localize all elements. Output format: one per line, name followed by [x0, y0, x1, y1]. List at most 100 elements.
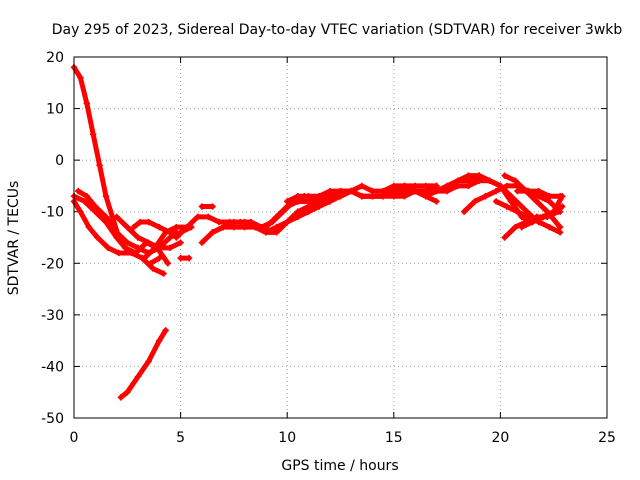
data-point [83, 193, 90, 200]
data-point [401, 182, 408, 190]
data-point [194, 213, 201, 221]
data-point [177, 254, 184, 262]
data-point [102, 213, 110, 221]
data-point [173, 223, 180, 231]
series-trace [71, 64, 122, 240]
data-point [96, 162, 103, 169]
data-point [177, 239, 184, 246]
data-point [162, 327, 169, 334]
data-point [162, 229, 169, 236]
data-point [294, 193, 302, 200]
data-point [134, 373, 142, 380]
series-trace [210, 198, 333, 235]
data-point [358, 182, 366, 190]
data-point [75, 187, 82, 195]
data-point [209, 229, 216, 236]
data-point [529, 218, 536, 226]
data-point [113, 229, 120, 236]
x-tick-label: 5 [176, 430, 185, 446]
y-axis-label: SDTVAR / TECUs [6, 181, 22, 296]
data-point [117, 394, 125, 401]
data-point [326, 187, 334, 195]
series-arc-26 [518, 193, 566, 231]
data-point [145, 239, 152, 246]
data-point [369, 193, 376, 200]
data-point [230, 218, 238, 226]
data-point [501, 172, 508, 179]
data-point [145, 358, 152, 365]
data-point [411, 187, 419, 195]
data-point [273, 223, 280, 231]
data-point [401, 193, 408, 200]
data-point [81, 198, 88, 205]
data-point [262, 223, 270, 231]
data-point [141, 254, 148, 262]
data-point [284, 218, 291, 226]
data-point [124, 389, 131, 396]
data-point [85, 223, 93, 231]
data-point [337, 187, 344, 195]
data-point [215, 218, 223, 226]
x-tick-label: 0 [70, 430, 79, 446]
series-trace [148, 255, 162, 266]
data-point [518, 203, 525, 210]
series-arc-17 [284, 182, 440, 205]
data-point [460, 208, 468, 215]
data-point [273, 213, 280, 221]
data-point [503, 203, 510, 210]
series-arc-19 [411, 187, 440, 205]
data-point [501, 234, 508, 241]
y-tick-label: 0 [55, 153, 64, 169]
data-point [524, 187, 532, 195]
data-point [156, 223, 163, 231]
data-point [294, 213, 302, 221]
data-point [546, 193, 553, 200]
series-arc-2 [117, 327, 169, 401]
data-point [220, 223, 227, 231]
data-point [379, 193, 387, 200]
data-point [514, 208, 521, 215]
data-point [559, 193, 566, 200]
data-point [160, 270, 167, 277]
data-point [124, 223, 131, 231]
data-point [145, 218, 152, 226]
data-point [454, 177, 461, 184]
data-point [486, 177, 493, 184]
series-arc-1 [70, 64, 122, 241]
data-point [390, 193, 397, 200]
data-point [134, 244, 142, 252]
data-point [166, 244, 174, 252]
series-arc-11 [198, 203, 216, 210]
data-point [241, 218, 248, 226]
data-point [205, 213, 212, 221]
data-point [198, 203, 206, 210]
axes: 0 5 10 15 20 25 -50 -40 -30 -20 -10 0 10 20 [41, 50, 616, 446]
data-point [514, 187, 521, 195]
data-point [326, 198, 334, 205]
data-point [305, 208, 312, 215]
data-point [465, 182, 472, 190]
data-point [512, 177, 519, 184]
x-tick-label: 20 [491, 430, 509, 446]
data-point [252, 223, 259, 231]
series-arc-14 [209, 198, 334, 236]
data-point [94, 234, 101, 241]
x-axis-label: GPS time / hours [281, 458, 398, 474]
data-point [492, 198, 500, 205]
data-point [132, 249, 140, 257]
data-point [185, 254, 193, 262]
y-tick-label: -50 [41, 411, 64, 427]
data-point [151, 244, 159, 252]
series-trace [75, 188, 194, 256]
data-point [183, 223, 191, 231]
data-point [475, 172, 483, 179]
data-point [156, 337, 163, 344]
data-point [198, 239, 206, 246]
series-arc-10 [177, 254, 193, 262]
data-point [136, 218, 144, 226]
data-point [471, 198, 479, 205]
data-point [358, 193, 366, 200]
x-tick-label: 10 [278, 430, 296, 446]
data-point [130, 223, 137, 231]
